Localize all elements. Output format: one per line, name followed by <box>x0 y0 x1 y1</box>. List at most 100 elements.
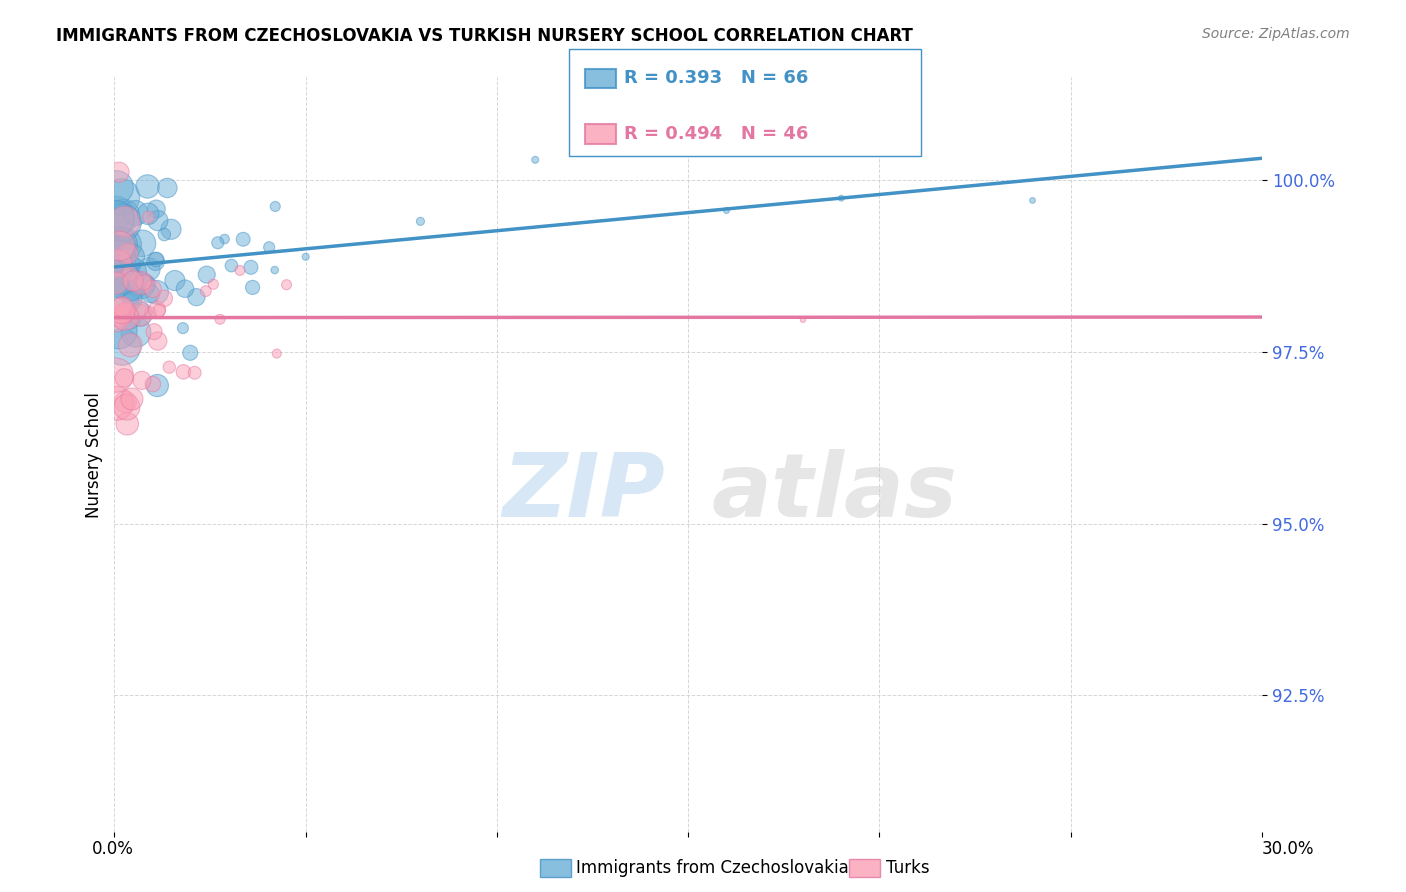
Point <box>114 214 136 228</box>
Point <box>124 206 146 220</box>
Point <box>194 284 217 298</box>
Y-axis label: Nursery School: Nursery School <box>86 392 103 518</box>
Point <box>143 325 166 339</box>
Point <box>129 301 152 316</box>
Point <box>409 214 432 228</box>
Point <box>263 263 285 277</box>
Point <box>145 254 167 268</box>
Point <box>183 366 205 380</box>
Point <box>108 165 131 179</box>
Point <box>131 236 153 251</box>
Point <box>132 275 155 289</box>
Point <box>136 179 159 194</box>
Point <box>179 346 201 360</box>
Point <box>114 269 136 284</box>
Point <box>117 280 139 294</box>
Point <box>207 235 229 250</box>
Point <box>142 282 165 296</box>
Point <box>108 238 131 252</box>
Point <box>112 239 135 253</box>
Point <box>153 227 176 242</box>
Point <box>524 153 547 167</box>
Point <box>129 308 152 322</box>
Point <box>148 303 170 318</box>
Point <box>122 274 145 288</box>
Point <box>105 240 128 254</box>
Point <box>163 274 186 288</box>
Text: atlas: atlas <box>711 450 957 536</box>
Point <box>214 232 236 246</box>
Point <box>138 210 160 224</box>
Point <box>114 310 136 324</box>
Point <box>105 313 128 327</box>
Point <box>110 190 132 204</box>
Point <box>120 312 142 326</box>
Point <box>120 258 142 272</box>
Text: R = 0.393   N = 66: R = 0.393 N = 66 <box>624 69 808 87</box>
Point <box>186 290 208 304</box>
Point <box>115 400 138 414</box>
Point <box>105 396 128 410</box>
Point <box>157 360 180 375</box>
Text: ZIP: ZIP <box>502 450 665 536</box>
Point <box>139 286 162 301</box>
Point <box>105 277 128 291</box>
Point <box>276 277 298 292</box>
Point <box>111 340 134 354</box>
Point <box>174 282 197 296</box>
Point <box>135 277 157 292</box>
Text: Turks: Turks <box>886 859 929 877</box>
Point <box>117 246 139 260</box>
Point <box>118 267 141 281</box>
Text: Source: ZipAtlas.com: Source: ZipAtlas.com <box>1202 27 1350 41</box>
Point <box>153 292 176 306</box>
Point <box>114 306 136 320</box>
Point <box>156 181 179 195</box>
Point <box>208 312 231 326</box>
Point <box>239 260 262 275</box>
Point <box>172 321 194 335</box>
Text: IMMIGRANTS FROM CZECHOSLOVAKIA VS TURKISH NURSERY SCHOOL CORRELATION CHART: IMMIGRANTS FROM CZECHOSLOVAKIA VS TURKIS… <box>56 27 912 45</box>
Point <box>107 252 129 266</box>
Point <box>105 272 128 286</box>
Point <box>110 294 132 309</box>
Point <box>172 365 194 379</box>
Point <box>120 265 142 279</box>
Point <box>120 277 142 292</box>
Text: Immigrants from Czechoslovakia: Immigrants from Czechoslovakia <box>576 859 849 877</box>
Point <box>121 250 143 264</box>
Point <box>266 346 288 360</box>
Point <box>294 250 316 264</box>
Point <box>112 208 135 222</box>
Point <box>121 392 143 406</box>
Text: 0.0%: 0.0% <box>91 840 134 858</box>
Point <box>111 303 134 318</box>
Point <box>830 191 852 205</box>
Point <box>129 276 152 290</box>
Point <box>120 338 142 352</box>
Point <box>114 395 136 409</box>
Point <box>105 211 128 226</box>
Point <box>111 216 134 230</box>
Point <box>232 232 254 246</box>
Text: 30.0%: 30.0% <box>1263 840 1315 858</box>
Point <box>121 293 143 307</box>
Point <box>145 252 167 267</box>
Point <box>145 202 167 216</box>
Point <box>136 207 159 221</box>
Text: R = 0.494   N = 46: R = 0.494 N = 46 <box>624 125 808 143</box>
Point <box>146 334 169 348</box>
Point <box>131 373 153 387</box>
Point <box>111 300 134 314</box>
Point <box>146 378 169 392</box>
Point <box>146 213 169 227</box>
Point <box>202 277 225 292</box>
Point <box>792 312 814 326</box>
Point <box>1021 194 1043 208</box>
Point <box>242 280 264 294</box>
Point <box>111 238 134 252</box>
Point <box>112 275 135 289</box>
Point <box>125 325 148 339</box>
Point <box>221 259 243 273</box>
Point <box>145 285 167 300</box>
